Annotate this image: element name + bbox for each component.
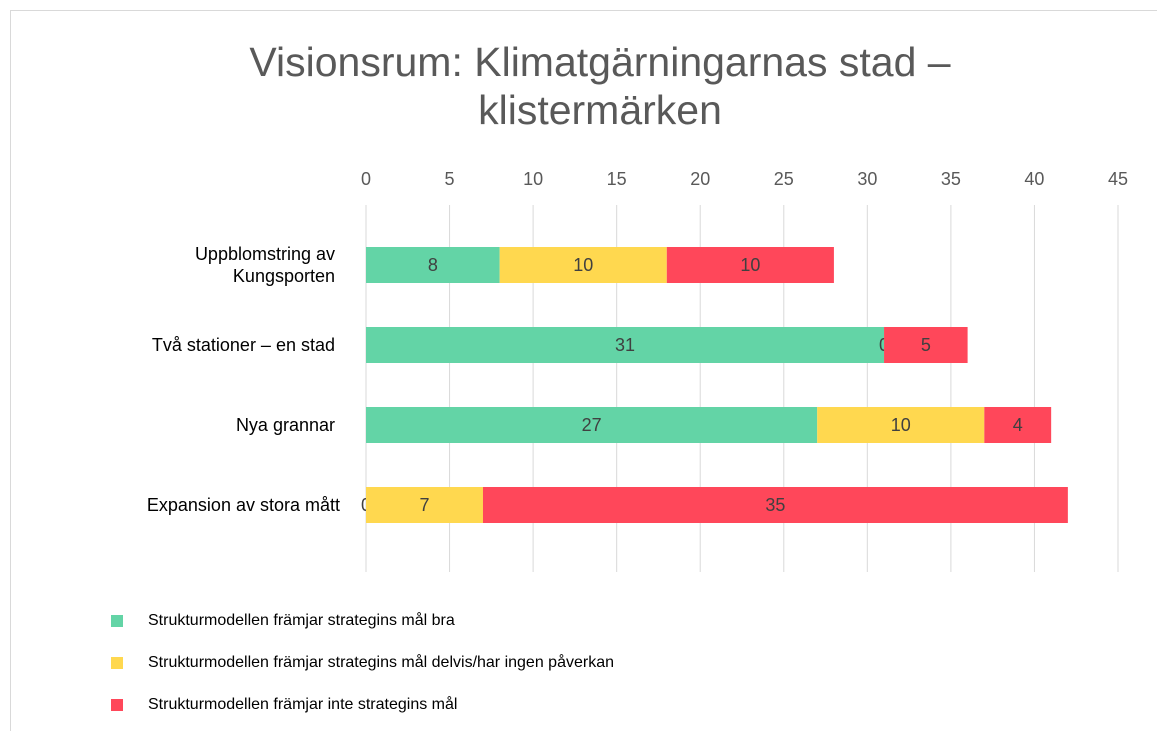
data-label: 10 bbox=[573, 255, 593, 275]
bar-segment bbox=[817, 407, 985, 443]
x-tick-label: 25 bbox=[774, 169, 794, 189]
bar-segment bbox=[499, 247, 667, 283]
data-label: 8 bbox=[428, 255, 438, 275]
bar-segment bbox=[666, 247, 834, 283]
x-tick-label: 45 bbox=[1108, 169, 1128, 189]
x-tick-label: 35 bbox=[941, 169, 961, 189]
bar-segment bbox=[984, 407, 1052, 443]
bar-segment bbox=[366, 247, 500, 283]
data-label: 5 bbox=[921, 335, 931, 355]
x-tick-label: 5 bbox=[445, 169, 455, 189]
y-tick-label: Uppblomstring av Kungsporten bbox=[194, 244, 335, 286]
x-tick-label: 10 bbox=[523, 169, 543, 189]
bar-segment bbox=[366, 327, 885, 363]
legend-label: Strukturmodellen främjar strategins mål … bbox=[148, 612, 455, 629]
legend-swatch bbox=[111, 657, 123, 669]
data-label: 7 bbox=[419, 495, 429, 515]
x-tick-label: 0 bbox=[361, 169, 371, 189]
data-label: 27 bbox=[582, 415, 602, 435]
y-tick-label: Expansion av stora mått bbox=[146, 495, 340, 515]
legend-label: Strukturmodellen främjar inte strategins… bbox=[148, 696, 458, 713]
y-tick-label: Nya grannar bbox=[235, 415, 335, 435]
bar-segment bbox=[366, 407, 818, 443]
bar-segment bbox=[884, 327, 968, 363]
data-label: 10 bbox=[740, 255, 760, 275]
data-label: 4 bbox=[1013, 415, 1023, 435]
data-label: 10 bbox=[891, 415, 911, 435]
x-tick-label: 15 bbox=[607, 169, 627, 189]
legend-swatch bbox=[111, 699, 123, 711]
x-tick-label: 40 bbox=[1024, 169, 1044, 189]
x-tick-label: 30 bbox=[857, 169, 877, 189]
legend-label: Strukturmodellen främjar strategins mål … bbox=[148, 654, 614, 671]
legend-swatch bbox=[111, 615, 123, 627]
data-label: 35 bbox=[765, 495, 785, 515]
bar-segment bbox=[366, 487, 483, 523]
data-label: 31 bbox=[615, 335, 635, 355]
chart-border bbox=[10, 10, 1157, 731]
bar-segment bbox=[482, 487, 1068, 523]
y-tick-label: Två stationer – en stad bbox=[151, 335, 335, 355]
x-tick-label: 20 bbox=[690, 169, 710, 189]
chart-title: Visionsrum: Klimatgärningarnas stad – kl… bbox=[249, 39, 951, 133]
